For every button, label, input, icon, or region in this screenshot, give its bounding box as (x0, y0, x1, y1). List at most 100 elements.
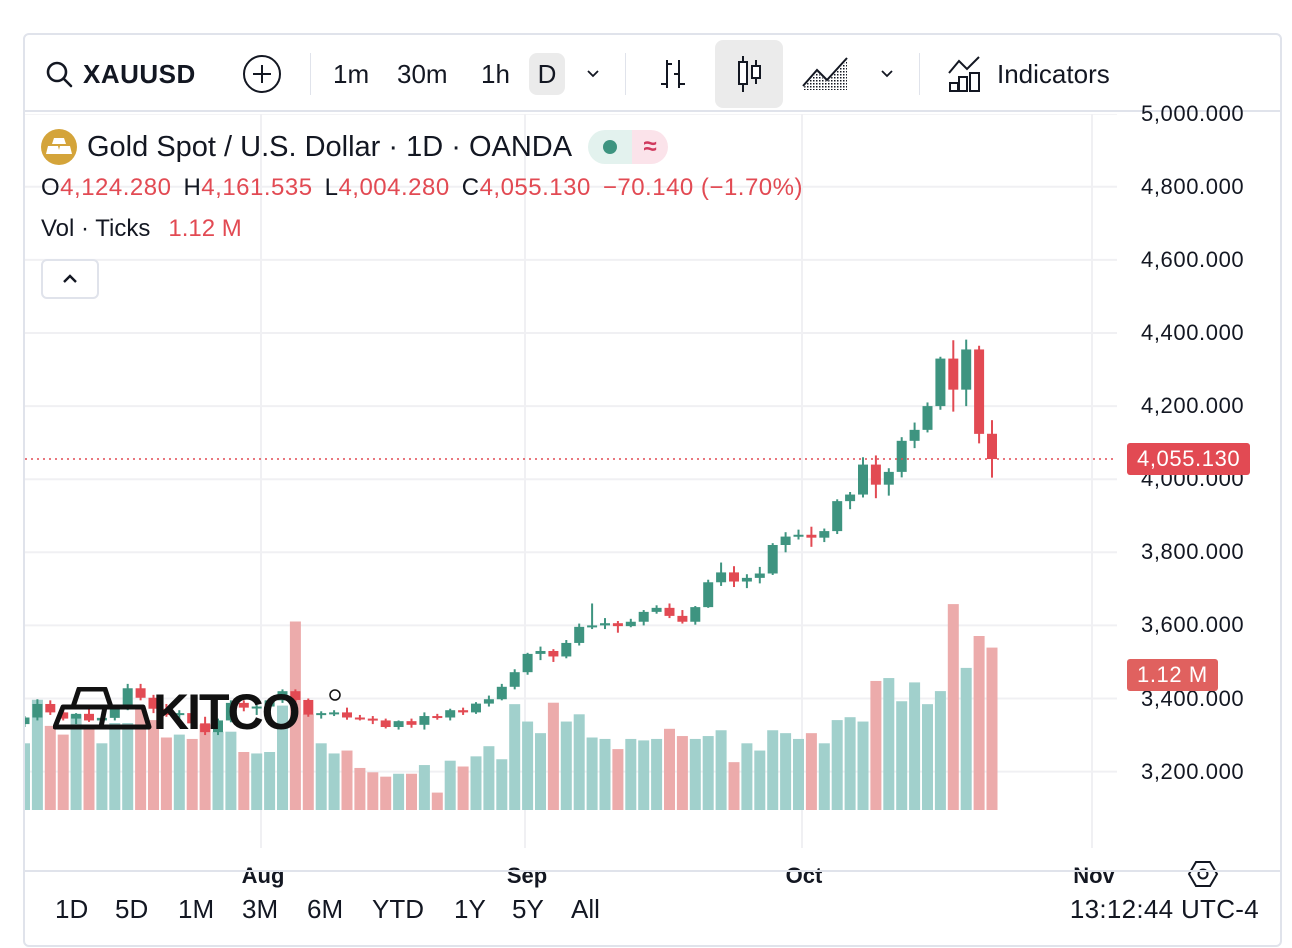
candle[interactable] (277, 689, 288, 703)
range-3M-button[interactable]: 3M (242, 894, 279, 924)
candle[interactable] (870, 455, 881, 499)
candle[interactable] (393, 720, 404, 730)
candle[interactable] (471, 702, 481, 714)
candle[interactable] (625, 618, 636, 628)
candle[interactable] (200, 716, 211, 736)
candle[interactable] (612, 621, 623, 633)
candle[interactable] (367, 716, 378, 725)
candle[interactable] (161, 703, 172, 717)
chart-settings-button[interactable] (1187, 858, 1219, 890)
candle[interactable] (767, 543, 778, 575)
symbol-search-button[interactable]: XAUUSD (45, 53, 196, 95)
candle[interactable] (741, 574, 752, 589)
candle[interactable] (71, 713, 82, 725)
time-axis[interactable]: Aug Sep Oct Nov (25, 848, 1280, 900)
candle[interactable] (535, 646, 546, 661)
range-5D-button[interactable]: 5D (115, 894, 149, 924)
candle[interactable] (354, 714, 365, 721)
indicators-button[interactable]: Indicators (947, 53, 1110, 95)
candle[interactable] (987, 420, 997, 478)
chart-type-candles-button[interactable] (715, 40, 783, 108)
candle[interactable] (458, 707, 469, 715)
price-axis[interactable]: 5,000.000 4,800.000 4,600.000 4,400.000 4,20… (1117, 101, 1280, 848)
candle[interactable] (213, 718, 223, 736)
candle[interactable] (316, 711, 327, 719)
candle[interactable] (187, 709, 198, 726)
candle[interactable] (858, 457, 868, 498)
candle[interactable] (819, 528, 830, 543)
candle[interactable] (32, 699, 43, 721)
chart-type-bars-button[interactable] (639, 40, 707, 108)
candle[interactable] (832, 499, 843, 535)
candle[interactable] (896, 437, 907, 478)
candle[interactable] (548, 649, 559, 662)
candle[interactable] (677, 610, 688, 624)
candle[interactable] (948, 340, 959, 412)
range-5Y-button[interactable]: 5Y (512, 894, 544, 924)
candle[interactable] (922, 402, 933, 433)
candle[interactable] (780, 532, 791, 553)
candle[interactable] (406, 718, 417, 728)
candle[interactable] (84, 709, 94, 722)
candle[interactable] (264, 698, 275, 710)
interval-30m-button[interactable]: 30m (391, 53, 454, 95)
interval-1m-button[interactable]: 1m (327, 53, 375, 95)
candle[interactable] (729, 566, 739, 588)
candle[interactable] (961, 339, 972, 407)
candle[interactable] (974, 345, 985, 444)
candle[interactable] (509, 669, 520, 690)
candle[interactable] (806, 526, 817, 547)
candle[interactable] (703, 579, 714, 608)
candle[interactable] (483, 695, 494, 707)
candle[interactable] (793, 529, 804, 540)
interval-D-button[interactable]: D (529, 53, 565, 95)
candle[interactable] (329, 710, 340, 717)
timezone-clock[interactable]: 13:12:44 UTC-4 (1069, 894, 1259, 924)
range-All-button[interactable]: All (571, 894, 600, 924)
chart-type-dropdown-button[interactable] (875, 53, 899, 95)
candle[interactable] (561, 640, 572, 659)
candle[interactable] (303, 698, 314, 717)
candle[interactable] (148, 694, 159, 714)
interval-dropdown-button[interactable] (581, 53, 605, 95)
candle[interactable] (845, 491, 856, 510)
candle[interactable] (25, 716, 30, 728)
chart-type-area-button[interactable] (791, 40, 859, 108)
range-1M-button[interactable]: 1M (178, 894, 215, 924)
candle[interactable] (638, 610, 649, 626)
compare-symbol-button[interactable] (241, 53, 283, 95)
candle[interactable] (587, 603, 598, 630)
candle[interactable] (238, 700, 249, 712)
candle[interactable] (522, 652, 533, 675)
candle[interactable] (45, 700, 56, 715)
candle[interactable] (883, 468, 894, 496)
range-1Y-button[interactable]: 1Y (454, 894, 486, 924)
candle[interactable] (690, 606, 701, 625)
candle[interactable] (909, 422, 920, 449)
symbol-title[interactable]: Gold Spot / U.S. Dollar · 1D · OANDA (87, 130, 573, 163)
candle[interactable] (445, 708, 456, 721)
candle[interactable] (716, 562, 727, 586)
collapse-legend-button[interactable] (41, 259, 99, 299)
range-6M-button[interactable]: 6M (307, 894, 344, 924)
price-chart-pane[interactable] (25, 114, 1117, 848)
interval-1h-button[interactable]: 1h (475, 53, 516, 95)
candle[interactable] (651, 605, 662, 614)
candle[interactable] (174, 710, 185, 719)
volume-label[interactable]: Vol · Ticks (41, 215, 151, 242)
candle[interactable] (664, 603, 675, 619)
candle[interactable] (496, 683, 507, 701)
candle[interactable] (419, 712, 430, 730)
candle[interactable] (290, 689, 301, 703)
candle[interactable] (251, 705, 262, 715)
candle[interactable] (135, 683, 146, 701)
candle[interactable] (380, 718, 391, 729)
candle[interactable] (600, 618, 610, 630)
market-status-pill[interactable]: ≈ (588, 130, 669, 164)
range-YTD-button[interactable]: YTD (372, 894, 424, 924)
candle[interactable] (225, 700, 236, 723)
candle[interactable] (574, 623, 585, 646)
candle[interactable] (342, 707, 352, 720)
range-1D-button[interactable]: 1D (55, 894, 89, 924)
candle[interactable] (754, 566, 765, 584)
